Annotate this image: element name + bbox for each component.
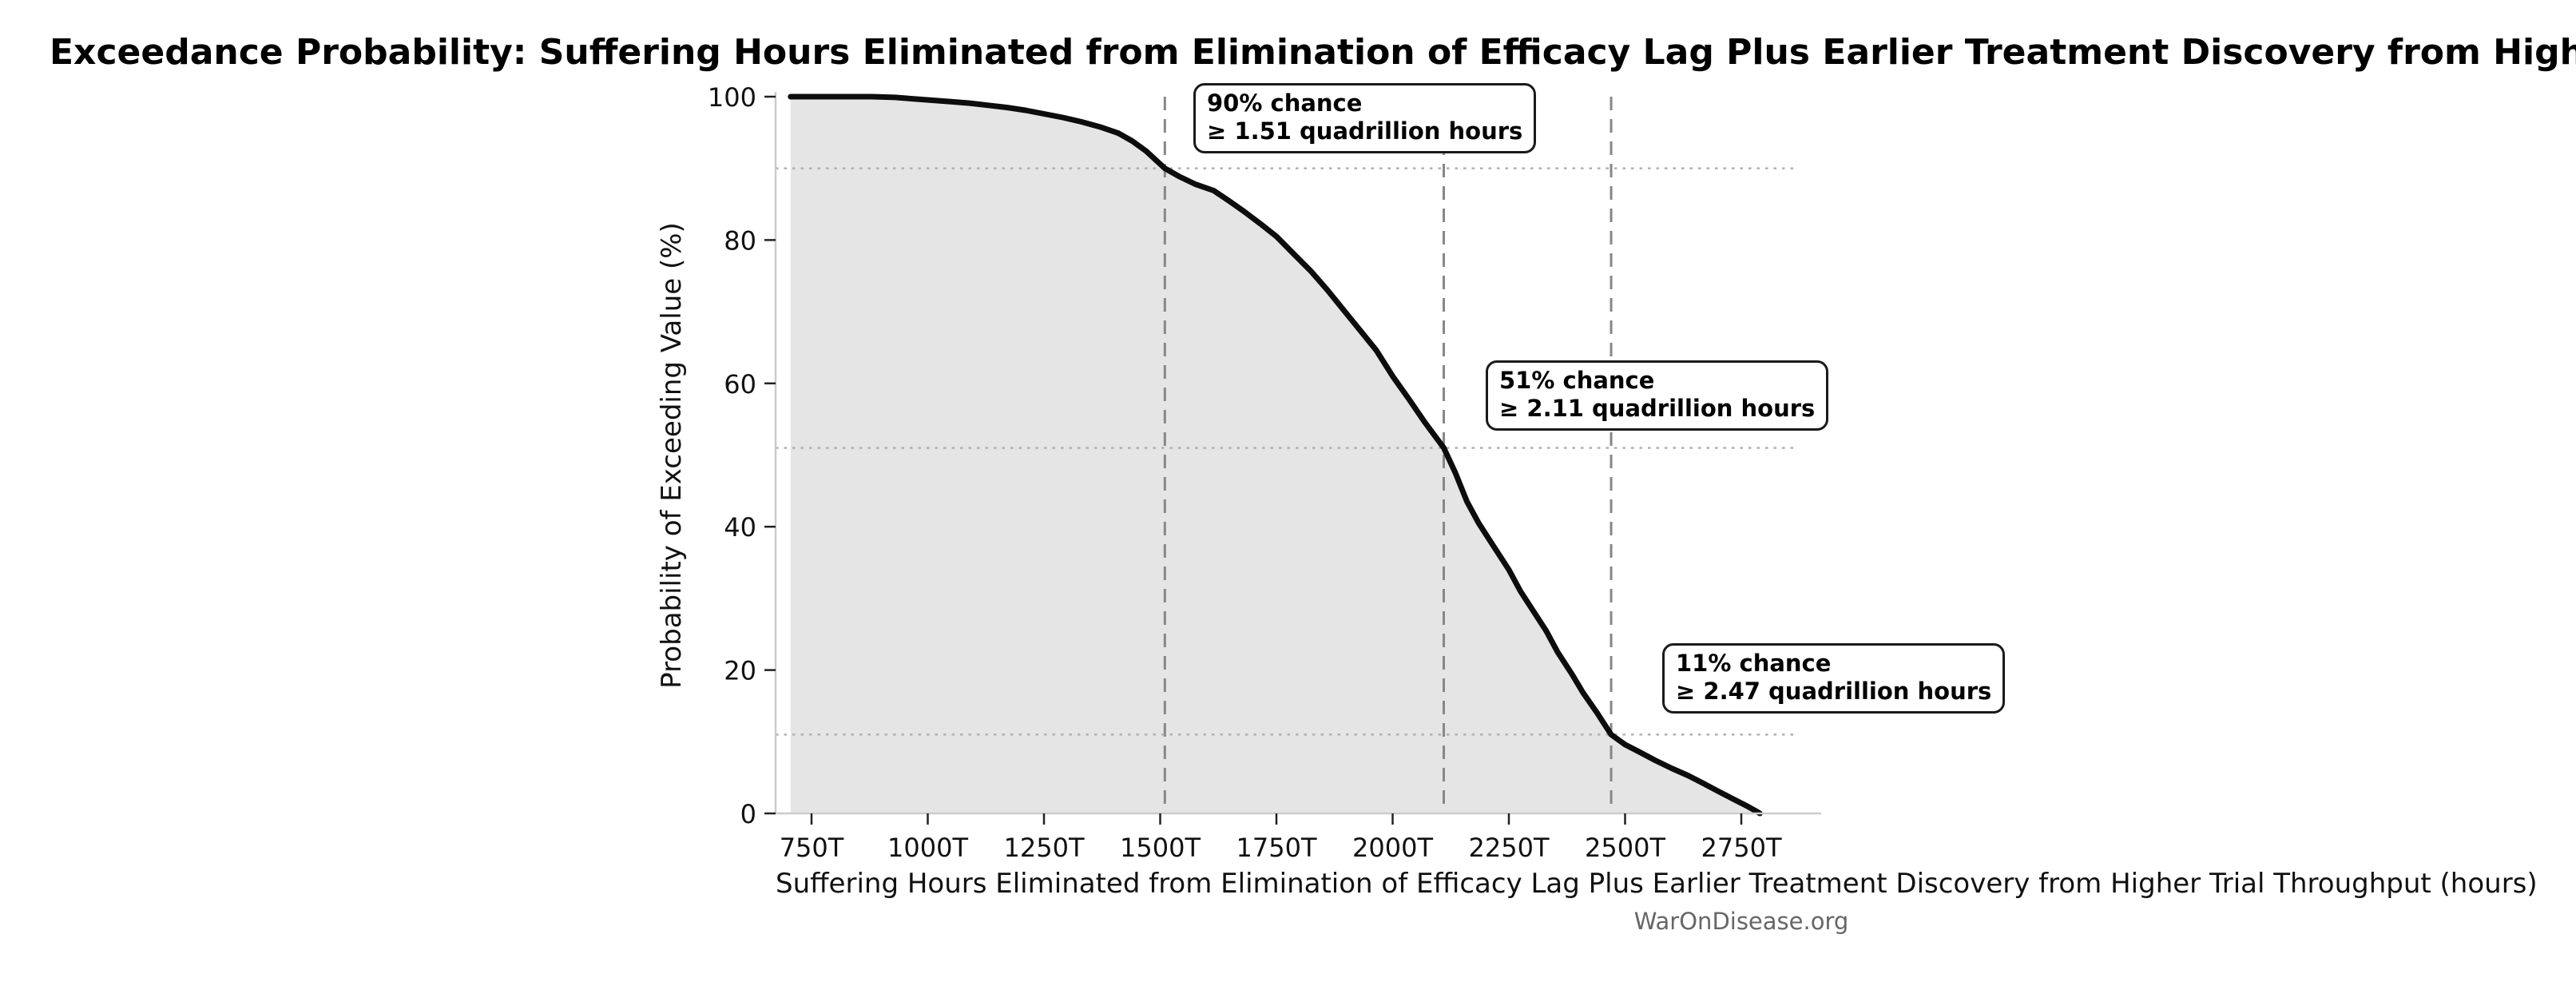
exceedance-area-fill: [790, 97, 1760, 813]
x-tick-label-1000: 1000T: [887, 833, 968, 863]
x-tick-label-1750: 1750T: [1236, 833, 1317, 863]
annotation-box-90pct: 90% chance ≥ 1.51 quadrillion hours: [1193, 83, 1537, 153]
x-tick-label-2000: 2000T: [1352, 833, 1433, 863]
annotation-line1: 11% chance: [1676, 650, 1832, 677]
y-tick-label-40: 40: [724, 512, 756, 543]
y-tick-label-100: 100: [708, 82, 756, 113]
x-tick-label-2250: 2250T: [1469, 833, 1550, 863]
x-tick-label-750: 750T: [780, 833, 844, 863]
x-tick-label-2750: 2750T: [1701, 833, 1782, 863]
y-axis-label: Probability of Exceeding Value (%): [656, 222, 688, 689]
x-axis-label: Suffering Hours Eliminated from Eliminat…: [776, 868, 2538, 900]
annotation-box-11pct: 11% chance ≥ 2.47 quadrillion hours: [1662, 643, 2006, 714]
annotation-line1: 90% chance: [1207, 89, 1363, 117]
exceedance-curve: [788, 93, 1763, 817]
x-tick-label-1500: 1500T: [1120, 833, 1201, 863]
annotation-box-51pct: 51% chance ≥ 2.11 quadrillion hours: [1486, 360, 1829, 431]
annotation-line2: ≥ 2.11 quadrillion hours: [1499, 395, 1816, 422]
y-tick-label-0: 0: [740, 799, 756, 829]
y-tick-label-20: 20: [724, 656, 756, 686]
annotation-line2: ≥ 1.51 quadrillion hours: [1207, 117, 1523, 145]
y-tick-label-60: 60: [724, 369, 756, 400]
annotation-line1: 51% chance: [1499, 367, 1655, 394]
y-tick-label-80: 80: [724, 225, 756, 256]
x-tick-label-2500: 2500T: [1585, 833, 1665, 863]
watermark-text: WarOnDisease.org: [1633, 908, 1849, 935]
chart-title: Exceedance Probability: Suffering Hours …: [50, 32, 2576, 73]
annotation-line2: ≥ 2.47 quadrillion hours: [1676, 678, 1992, 705]
x-tick-label-1250: 1250T: [1004, 833, 1085, 863]
